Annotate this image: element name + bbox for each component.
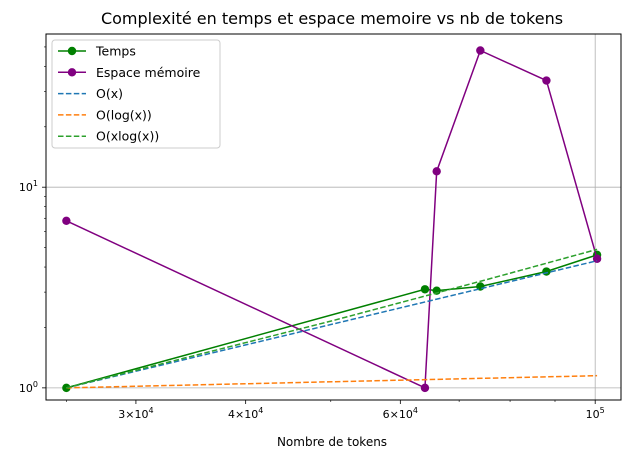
- y-tick-label: 101: [19, 179, 38, 194]
- grid-lines: [46, 34, 621, 400]
- data-point-espace-m-moire: [476, 46, 485, 55]
- legend-box: [51, 39, 221, 149]
- data-point-espace-m-moire: [420, 383, 430, 393]
- data-point-espace-m-moire: [592, 254, 602, 263]
- x-axis-label: Nombre de tokens: [277, 435, 387, 449]
- data-point-temps: [420, 285, 430, 294]
- y-tick-label: 100: [19, 380, 38, 395]
- x-tick-label: 3×104: [118, 406, 153, 421]
- x-tick-label: 6×104: [383, 406, 418, 421]
- legend-label-o-xlog-x: O(xlog(x)): [96, 129, 159, 144]
- series-line-temps: [66, 254, 598, 389]
- plot-series: [62, 46, 602, 393]
- legend-label-o-x: O(x): [96, 86, 123, 101]
- series-line-espace-m-moire: [66, 49, 598, 390]
- x-tick-label: 105: [586, 406, 605, 421]
- data-point-espace-m-moire: [62, 216, 71, 226]
- data-point-espace-m-moire: [542, 76, 551, 85]
- legend: Temps Espace mémoire O(x) O(log(x)) O(xlog(x…: [51, 39, 221, 149]
- legend-marker-espace-m-moire: [67, 68, 77, 77]
- data-point-temps: [542, 267, 551, 276]
- series-line-o-x: [66, 260, 598, 389]
- data-point-espace-m-moire: [432, 167, 441, 176]
- legend-label-temps: Temps: [95, 44, 136, 59]
- plot-frame: [45, 33, 622, 401]
- series-line-o-xlog-x: [66, 248, 598, 389]
- legend-marker-temps: [67, 46, 77, 56]
- x-tick-label: 4×104: [228, 406, 263, 421]
- axis-ticks: 3×104 4×104 6×104 105 100 101: [19, 46, 605, 421]
- legend-label-espace-m-moire: Espace mémoire: [96, 65, 201, 80]
- legend-label-o-log-x: O(log(x)): [96, 107, 152, 122]
- chart-title: Complexité en temps et espace memoire vs…: [101, 9, 563, 28]
- series-line-o-log-x: [66, 374, 598, 389]
